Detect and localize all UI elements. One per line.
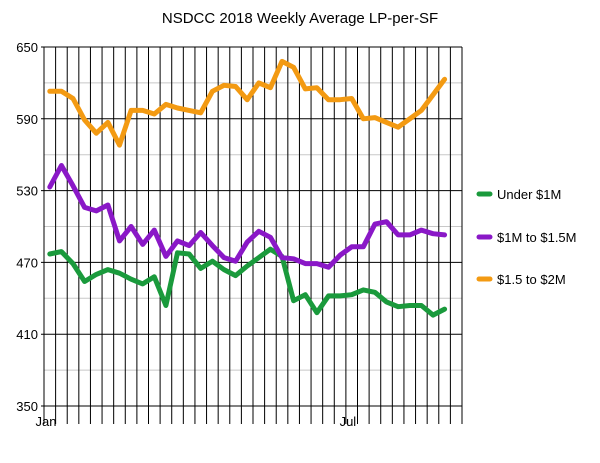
legend: Under $1M $1M to $1.5M $1.5 to $2M <box>476 187 577 287</box>
y-tick-label: 350 <box>16 399 38 414</box>
y-tick-label: 590 <box>16 112 38 127</box>
series-line-2 <box>47 163 448 270</box>
y-tick-label: 410 <box>16 327 38 342</box>
x-tick-label: Jul <box>340 414 357 429</box>
series-line-3 <box>47 58 448 148</box>
legend-label: $1.5 to $2M <box>497 272 566 287</box>
y-tick-label: 530 <box>16 184 38 199</box>
legend-label: Under $1M <box>497 187 561 202</box>
series-line-1 <box>47 246 448 318</box>
legend-label: $1M to $1.5M <box>497 230 577 245</box>
x-tick-label: Jan <box>36 414 57 429</box>
series-lines <box>47 58 448 318</box>
y-tick-label: 650 <box>16 40 38 55</box>
chart-title: NSDCC 2018 Weekly Average LP-per-SF <box>162 10 438 27</box>
y-tick-label: 470 <box>16 255 38 270</box>
axes: 350 410 470 530 590 650 Jan Jul <box>16 40 356 429</box>
